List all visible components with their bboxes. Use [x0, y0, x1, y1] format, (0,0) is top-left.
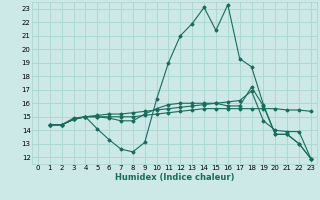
- X-axis label: Humidex (Indice chaleur): Humidex (Indice chaleur): [115, 173, 234, 182]
